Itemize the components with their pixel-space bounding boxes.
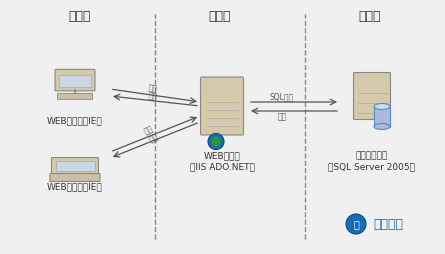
FancyBboxPatch shape (55, 69, 95, 91)
Text: 请求: 请求 (148, 84, 158, 94)
Text: 中: 中 (353, 219, 359, 229)
Text: 应答: 应答 (148, 132, 160, 144)
Text: 数据层: 数据层 (359, 10, 381, 23)
FancyBboxPatch shape (59, 75, 91, 87)
Text: WEB服务器
（IIS ADO.NET）: WEB服务器 （IIS ADO.NET） (190, 151, 255, 172)
FancyBboxPatch shape (374, 106, 390, 126)
Text: 应答: 应答 (148, 92, 158, 102)
FancyBboxPatch shape (52, 157, 98, 175)
Text: 中科安企: 中科安企 (373, 217, 403, 230)
Text: WEB浏览器（IE）: WEB浏览器（IE） (47, 116, 103, 125)
Text: 应用层: 应用层 (209, 10, 231, 23)
Circle shape (211, 136, 221, 147)
FancyBboxPatch shape (50, 173, 100, 182)
FancyBboxPatch shape (353, 72, 391, 119)
Ellipse shape (374, 123, 390, 130)
FancyBboxPatch shape (201, 77, 243, 135)
Circle shape (208, 134, 224, 150)
Text: SQL请求: SQL请求 (270, 92, 294, 101)
Text: 表示层: 表示层 (69, 10, 91, 23)
FancyBboxPatch shape (57, 93, 93, 99)
Circle shape (346, 214, 366, 234)
FancyBboxPatch shape (56, 161, 94, 171)
Ellipse shape (374, 103, 390, 109)
Text: 应答: 应答 (278, 112, 287, 121)
Text: WEB浏览器（IE）: WEB浏览器（IE） (47, 182, 103, 191)
Text: 数据库服务器
（SQL Server 2005）: 数据库服务器 （SQL Server 2005） (328, 151, 416, 172)
Text: 请求: 请求 (143, 124, 155, 136)
